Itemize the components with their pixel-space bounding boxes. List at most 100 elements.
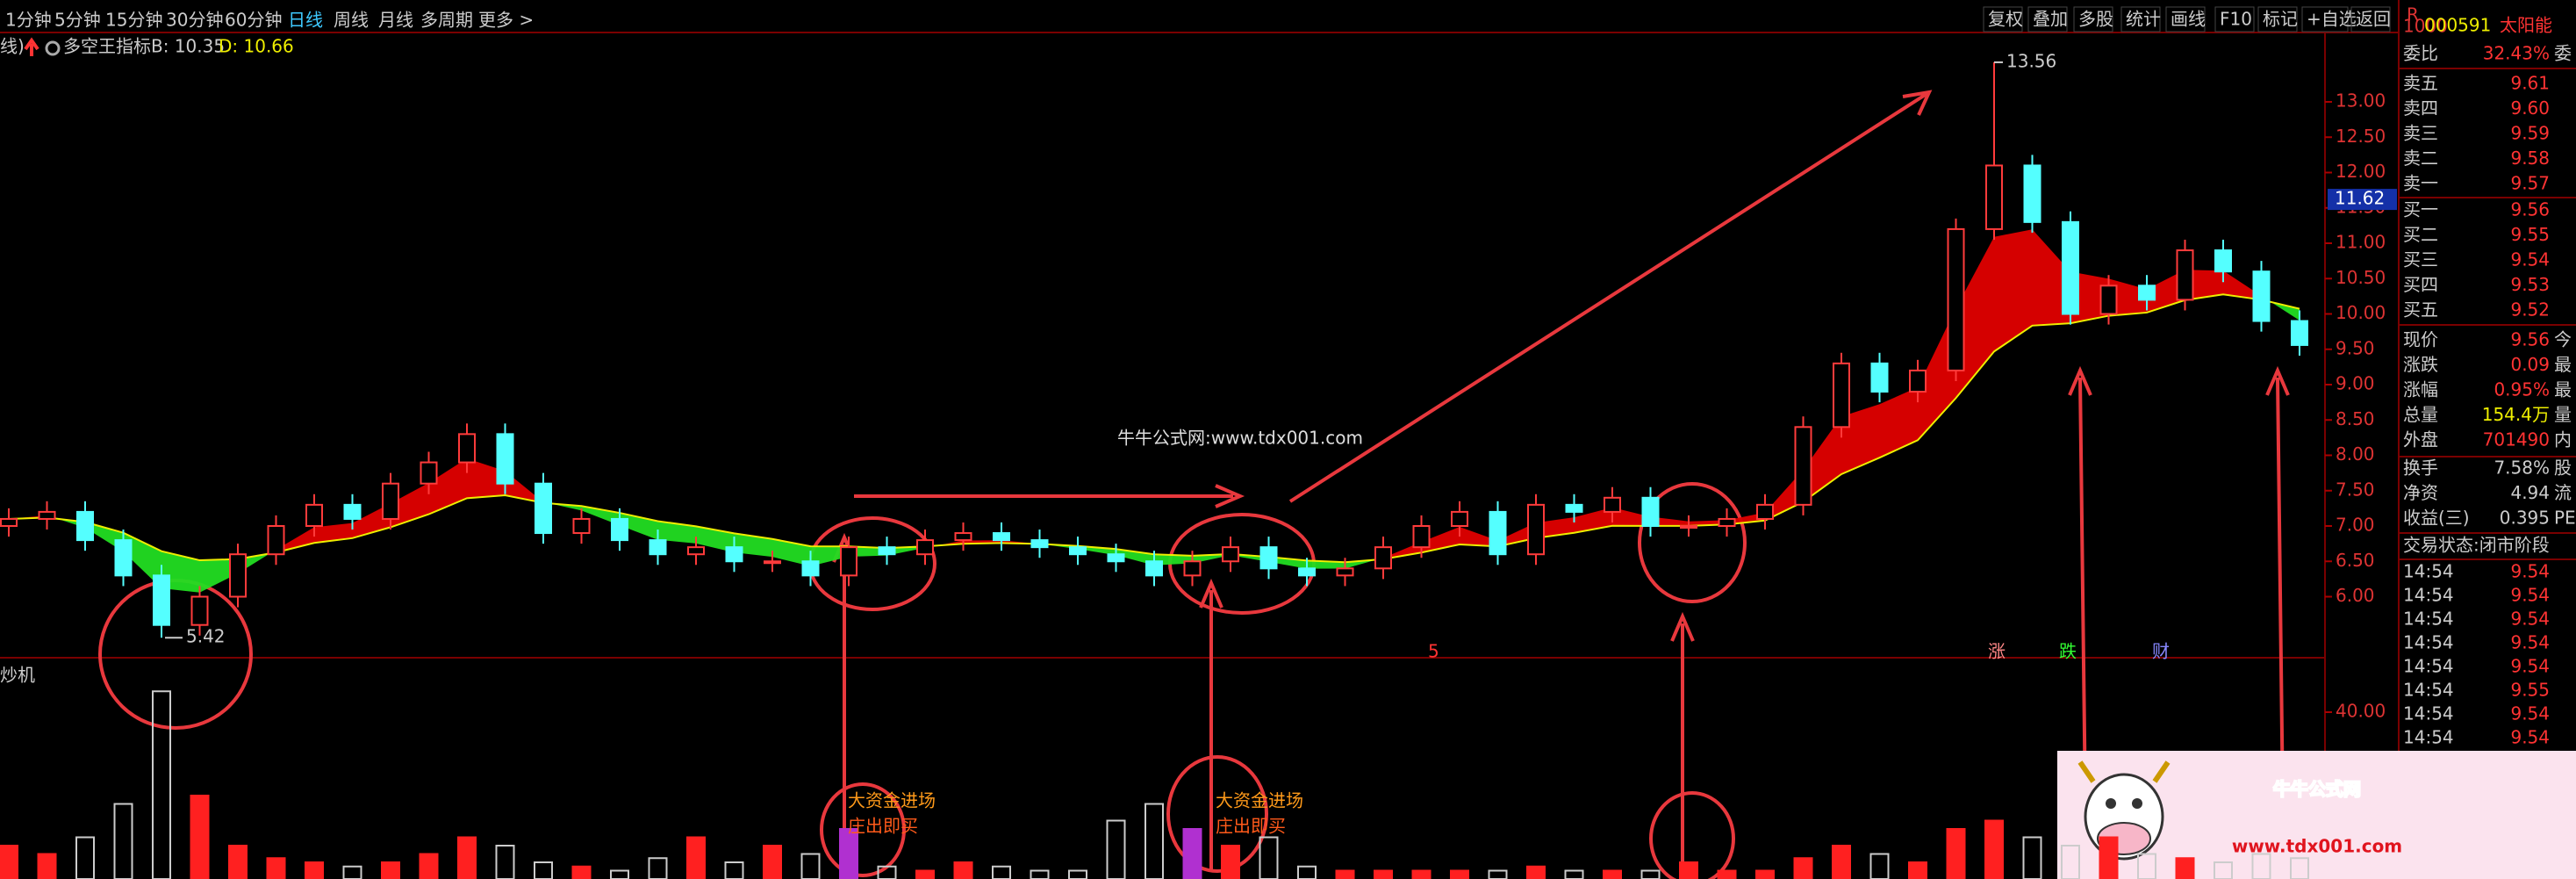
arrow [1199,578,1223,869]
badge: 1000 [2403,16,2448,37]
trend-ribbon [1841,404,1880,474]
stat-label: 净资 [2403,482,2438,503]
period-tab[interactable]: 60分钟 [225,10,282,31]
arrow [1670,611,1695,879]
stat-suffix: 流 [2554,482,2572,503]
tool-button[interactable]: 画线 [2171,9,2206,30]
candle-body [1451,510,1468,528]
tool-button[interactable]: 返回 [2356,9,2391,30]
period-tab[interactable]: 1分钟 [5,10,52,31]
trend-ribbon [199,558,238,593]
indicator-name: 多空王指标 [63,36,151,57]
candle-body [2099,285,2118,315]
tool-button[interactable]: 多股 [2078,9,2113,30]
volume-bar [1603,869,1622,879]
tool-button[interactable]: +自选 [2307,9,2357,30]
trend-ribbon [2185,270,2223,300]
stat-value: 4.94 [2510,482,2550,503]
volume-bar [534,861,553,879]
tool-button[interactable]: 复权 [1988,9,2023,30]
event-marker: 财 [2152,641,2170,662]
y-tick-label: 10.50 [2336,267,2386,288]
period-tab[interactable]: 多周期 [420,10,473,31]
candle-body [305,503,323,527]
period-tab[interactable]: 5分钟 [54,10,101,31]
gear-icon [45,40,61,56]
trend-ribbon [657,521,696,544]
period-tab[interactable]: 30分钟 [166,10,223,31]
candle-body [1107,553,1125,563]
candle-body [2252,270,2271,322]
trend-ribbon [1078,545,1116,556]
tool-button-frame [2165,6,2206,32]
y-tick-label: 7.00 [2336,515,2375,536]
candle-body [572,517,591,535]
volume-bar [1640,869,1661,879]
period-tab[interactable]: 更多 > [478,10,534,31]
period-tab[interactable]: 15分钟 [105,10,162,31]
trend-ribbon [2108,278,2147,316]
bid-value: 9.54 [2510,249,2550,270]
stat-label: 外盘 [2403,429,2438,450]
badge: R [2407,4,2419,25]
trend-ribbon [849,546,887,557]
tool-button[interactable]: F10 [2220,9,2252,30]
candle-body [114,539,133,577]
volume-bar [2214,861,2233,879]
stat-suffix: 量 [2554,404,2572,425]
volume-bar [1832,845,1851,879]
volume-bar [1717,869,1737,879]
volume-bar [724,861,744,879]
candle-body [2176,249,2194,301]
tick-price: 9.54 [2510,703,2550,724]
candle-body [458,433,476,464]
volume-bar [1182,828,1202,879]
tool-button-frame [2214,6,2255,32]
arrow [854,484,1245,508]
trend-ribbon [1879,387,1918,458]
candle-body [2023,164,2041,223]
stat-label: 收益(三) [2403,508,2470,529]
candle-body [801,560,820,577]
period-tab[interactable]: 周线 [334,10,369,31]
candle-body [2291,320,2308,346]
volume-bar [1564,869,1584,879]
current-price-box [2328,189,2397,211]
period-tab[interactable]: 日线 [288,10,323,31]
y-tick-label: 9.00 [2336,373,2375,394]
logo-url: www.tdx001.com [2232,836,2402,857]
candle-body [420,461,438,485]
ask-label: 卖四 [2403,97,2438,119]
tool-button[interactable]: 统计 [2126,9,2161,30]
trend-ribbon [1536,517,1575,538]
bid-value: 9.53 [2510,274,2550,295]
watermark: 牛牛公式网:www.tdx001.com [1117,428,1363,449]
volume-bar [37,853,57,879]
trend-ribbon [428,458,467,515]
volume-bar [1450,869,1469,879]
trend-ribbon [1765,469,1804,521]
ratio-label: 委比 [2403,43,2438,64]
period-tab[interactable]: 月线 [378,10,413,31]
stock-code: 000591 [2424,15,2491,36]
volume-bar [1297,865,1317,879]
candle-body [1947,227,1965,371]
ask-value: 9.61 [2510,73,2550,94]
stat-label: 总量 [2403,404,2438,425]
tool-button[interactable]: 叠加 [2033,9,2068,30]
candle-body [1985,164,2003,230]
y-tick-label: 7.50 [2336,479,2375,500]
y-tick-label: 12.00 [2336,161,2386,182]
high-label: 13.56 [2006,50,2056,71]
candle-body [1718,517,1736,528]
bid-label: 买五 [2403,299,2438,321]
y-tick-label: 12.50 [2336,126,2386,147]
tool-button-frame [2027,6,2068,32]
tool-button[interactable]: 标记 [2263,9,2298,30]
tick-time: 14:54 [2403,632,2454,653]
event-marker: 5 [1428,641,1439,662]
bid-label: 买一 [2403,199,2438,220]
trend-ribbon [238,549,276,573]
ratio-value: 32.43% [2483,43,2550,64]
